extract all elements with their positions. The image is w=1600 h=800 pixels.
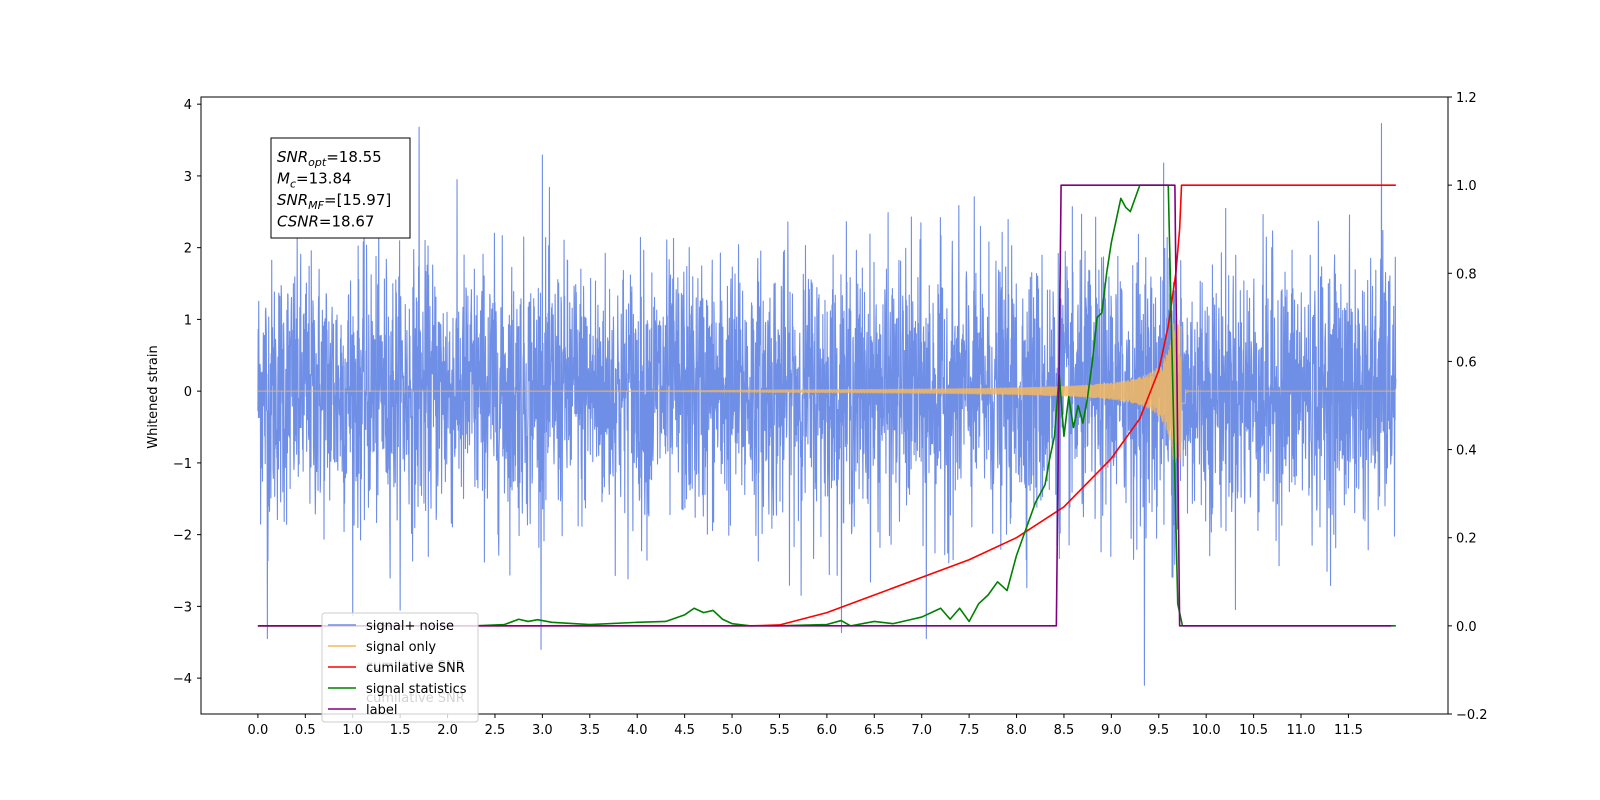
axes: 0.0 0.5 1.0 1.5 2.0 2.5 3.0 3.5 4.0 4.5 5.0 5.5 6.0 6… [173, 91, 1488, 738]
legend-label-signal-statistics: signal statistics [366, 682, 467, 697]
y-left-tick-label: 2 [184, 242, 192, 257]
y-right-tick-label: 0.8 [1456, 267, 1477, 282]
y-left-tick-label: −2 [173, 529, 192, 544]
y-right-tick-label: 1.2 [1456, 91, 1477, 106]
annotation-line: SNRopt=18.55 [277, 148, 382, 169]
x-tick-label: 5.0 [722, 723, 743, 738]
x-tick-label: 10.5 [1239, 723, 1268, 738]
x-tick-label: 3.5 [579, 723, 600, 738]
x-tick-label: 0.5 [295, 723, 316, 738]
x-tick-label: 9.0 [1101, 723, 1122, 738]
annotation-line: SNRMF=[15.97] [277, 191, 391, 212]
y-right-tick-label: −0.2 [1456, 708, 1488, 723]
y-axis-label: Whitened strain [146, 345, 161, 448]
x-tick-label: 0.0 [248, 723, 269, 738]
x-tick-label: 5.5 [769, 723, 790, 738]
legend: cumilative SNR cumilative SNR signal+ nois… [321, 612, 479, 723]
x-tick-label: 11.5 [1334, 723, 1363, 738]
x-tick-label: 6.5 [864, 723, 885, 738]
y-left-tick-label: 4 [184, 98, 192, 113]
series-signal-only-line [257, 319, 1397, 463]
x-tick-label: 8.5 [1054, 723, 1075, 738]
x-tick-label: 9.5 [1148, 723, 1169, 738]
x-tick-label: 10.0 [1192, 723, 1221, 738]
x-tick-label: 8.0 [1006, 723, 1027, 738]
x-tick-label: 3.0 [532, 723, 553, 738]
series-cumilative-snr-line [257, 184, 1396, 627]
x-tick-label: 7.5 [959, 723, 980, 738]
x-tick-label: 1.5 [390, 723, 411, 738]
y-left-tick-label: −4 [173, 672, 192, 687]
legend-label-label: label [366, 703, 397, 718]
x-tick-label: 2.5 [485, 723, 506, 738]
x-tick-label: 7.0 [911, 723, 932, 738]
y-left-tick-label: −3 [173, 600, 192, 615]
y-left-tick-label: −1 [173, 457, 192, 472]
legend-ghost-text: cumilative SNR [366, 691, 465, 706]
annotation-line: Mc=13.84 [277, 170, 352, 191]
legend-label-signal-only: signal only [366, 640, 436, 655]
x-tick-label: 11.0 [1287, 723, 1316, 738]
y-right-tick-label: 0.6 [1456, 355, 1477, 370]
x-tick-label: 4.5 [674, 723, 695, 738]
x-tick-label: 6.0 [817, 723, 838, 738]
y-right-tick-label: 1.0 [1456, 179, 1477, 194]
x-tick-label: 1.0 [342, 723, 363, 738]
legend-label-signal-noise: signal+ noise [366, 619, 454, 634]
y-left-tick-label: 3 [184, 170, 192, 185]
y-right-tick-label: 0.2 [1456, 532, 1477, 547]
series-signal-statistics-line [257, 184, 1396, 627]
plot-area [257, 123, 1397, 686]
plot-frame [200, 96, 1449, 715]
annotation-line: CSNR=18.67 [277, 213, 374, 231]
series-signal-noise-line [257, 123, 1397, 686]
x-tick-label: 2.0 [437, 723, 458, 738]
annotation-box: SNRopt=18.55Mc=13.84SNRMF=[15.97]CSNR=18… [270, 137, 411, 239]
y-left-tick-label: 1 [184, 313, 192, 328]
y-right-tick-label: 0.0 [1456, 620, 1477, 635]
legend-label-cumilative-snr: cumilative SNR [366, 661, 465, 676]
y-left-tick-label: 0 [184, 385, 192, 400]
x-tick-label: 4.0 [627, 723, 648, 738]
y-right-tick-label: 0.4 [1456, 444, 1477, 459]
legend-ghost-text: cumilative SNR [366, 659, 465, 674]
series-label-line [257, 184, 1392, 627]
